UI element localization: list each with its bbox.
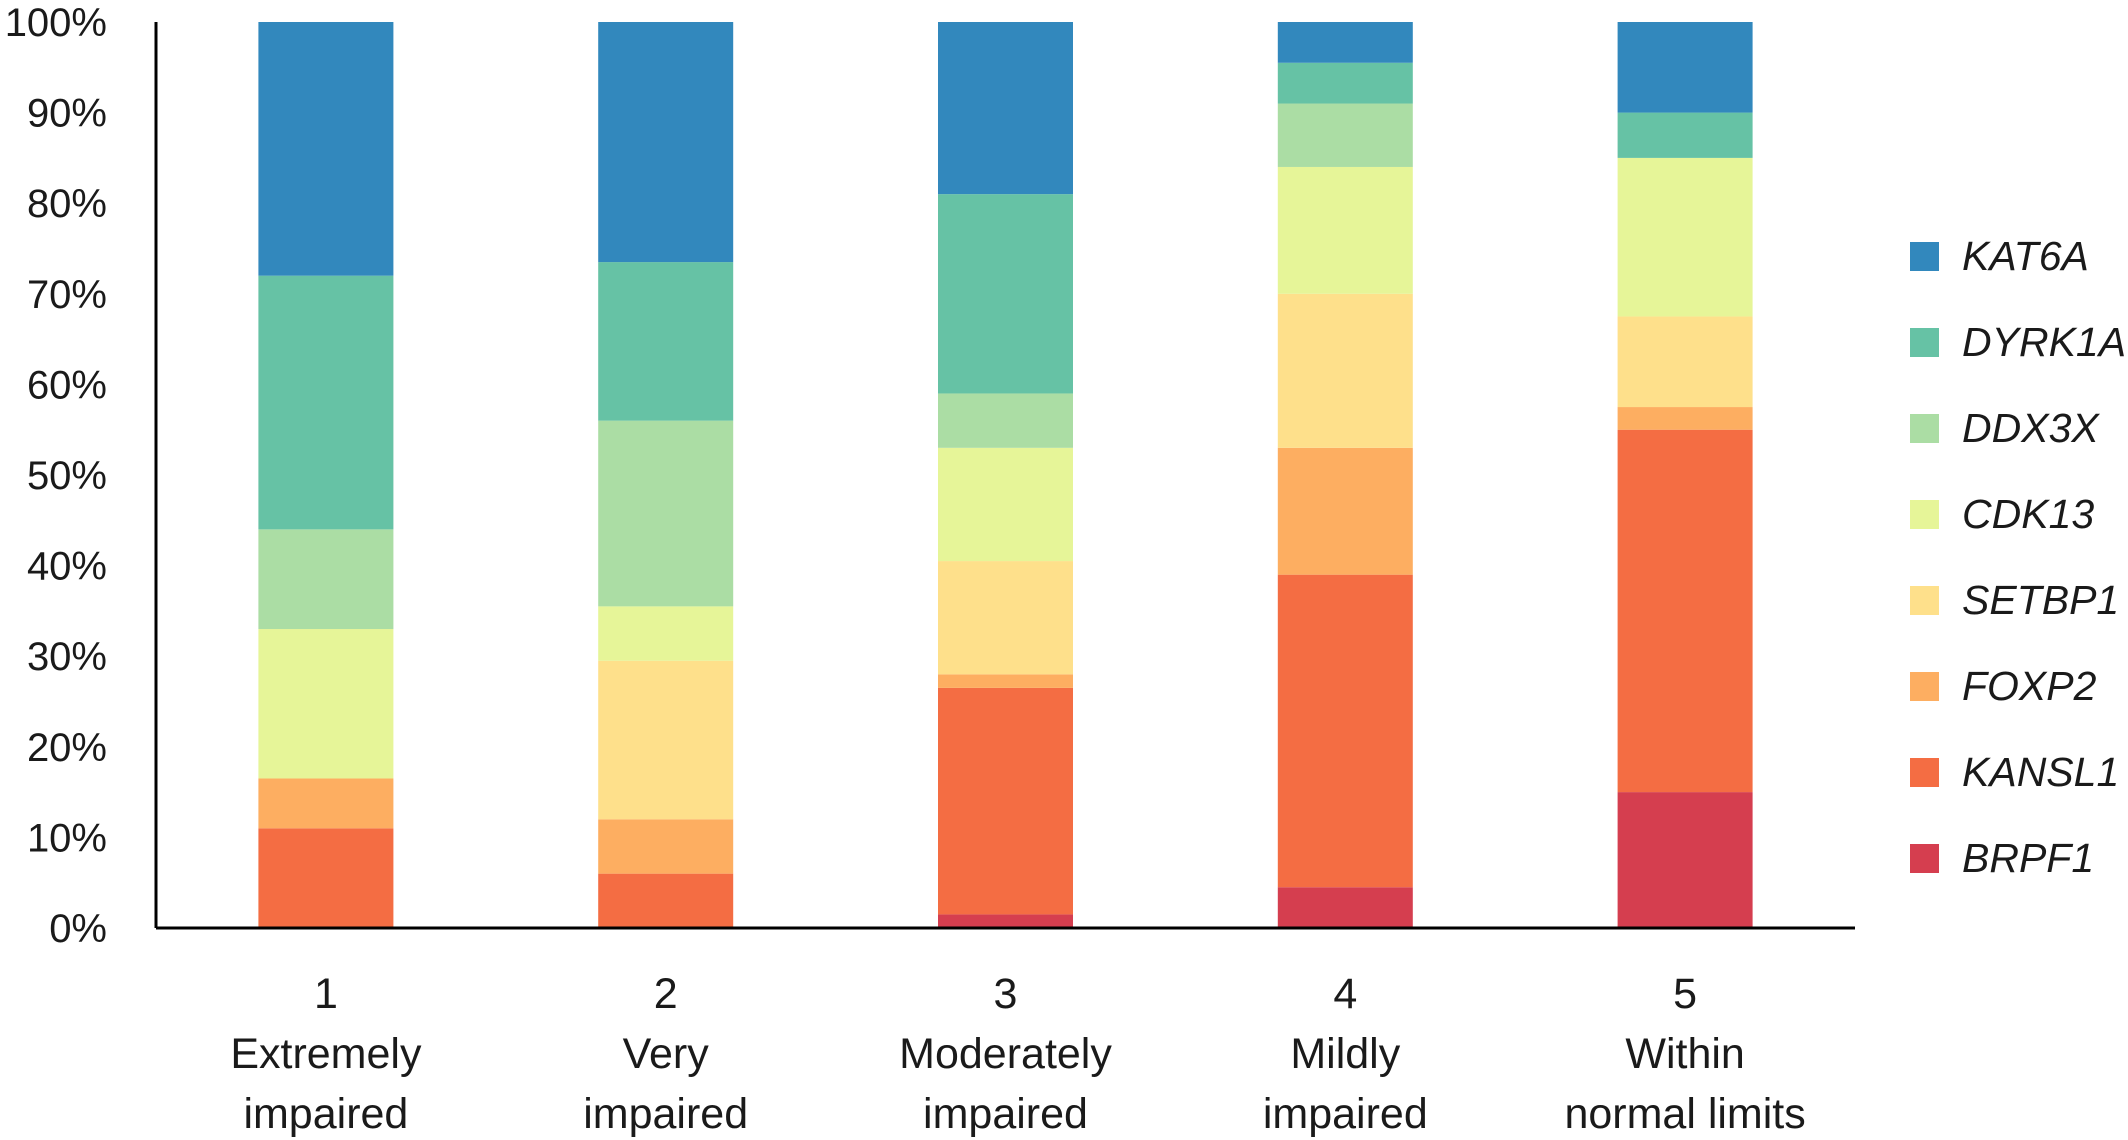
bar-segment-kansl1-cat-2: [598, 873, 734, 928]
legend-swatch-kat6a: [1910, 242, 1939, 271]
bar-segment-cdk13-cat-5: [1617, 157, 1753, 317]
bar-segment-foxp2-cat-1: [258, 778, 394, 829]
x-category-label: Extremely: [230, 1030, 422, 1078]
bar-segment-cdk13-cat-2: [598, 606, 734, 661]
bar-segment-ddx3x-cat-1: [258, 529, 394, 630]
bar-segment-kansl1-cat-4: [1277, 574, 1413, 888]
bar-segment-dyrk1a-cat-4: [1277, 62, 1413, 104]
x-category-label: Very: [623, 1030, 710, 1078]
bar-segment-cdk13-cat-4: [1277, 166, 1413, 294]
bar-segment-ddx3x-cat-4: [1277, 103, 1413, 167]
y-tick-label: 10%: [27, 816, 107, 860]
legend-swatch-brpf1: [1910, 844, 1939, 873]
bar-segment-kansl1-cat-3: [938, 687, 1073, 915]
y-tick-label: 0%: [49, 907, 107, 951]
y-tick-label: 90%: [27, 92, 107, 136]
bar-segment-foxp2-cat-2: [598, 819, 734, 874]
x-category-label: 3: [994, 970, 1018, 1018]
bar-segment-setbp1-cat-2: [598, 660, 734, 820]
y-tick-label: 80%: [27, 182, 107, 226]
legend-label-brpf1: BRPF1: [1962, 835, 2094, 881]
x-category-label: Within: [1625, 1030, 1744, 1078]
bar-segment-dyrk1a-cat-5: [1617, 112, 1753, 158]
bar-segment-cdk13-cat-1: [258, 629, 394, 779]
bar-segment-kansl1-cat-1: [258, 828, 394, 928]
x-axis: 1 Extremely impaired 2 Very impaired 3 Moderate…: [156, 926, 1855, 1138]
bar-segment-kat6a-cat-1: [258, 22, 394, 276]
x-category-label: 5: [1673, 970, 1697, 1018]
y-tick-label: 20%: [27, 726, 107, 770]
y-tick-label: 100%: [5, 1, 107, 45]
y-tick-label: 50%: [27, 454, 107, 498]
legend-swatch-setbp1: [1910, 586, 1939, 615]
bar-segment-foxp2-cat-5: [1617, 407, 1753, 430]
legend-label-kat6a: KAT6A: [1962, 233, 2089, 279]
legend-label-dyrk1a: DYRK1A: [1962, 319, 2126, 365]
bar-segment-brpf1-cat-3: [938, 914, 1073, 928]
bar-segment-dyrk1a-cat-3: [938, 194, 1073, 394]
legend-swatch-kansl1: [1910, 758, 1939, 787]
bar-segment-brpf1-cat-5: [1617, 792, 1753, 928]
legend-swatch-foxp2: [1910, 672, 1939, 701]
legend-swatch-cdk13: [1910, 500, 1939, 529]
legend-label-ddx3x: DDX3X: [1962, 405, 2100, 451]
x-category-label: Moderately: [899, 1030, 1112, 1078]
y-tick-label: 30%: [27, 635, 107, 679]
bar-segment-setbp1-cat-3: [938, 561, 1073, 675]
bar-segment-kat6a-cat-3: [938, 22, 1073, 195]
x-category-label: normal limits: [1564, 1090, 1805, 1138]
bar-segment-cdk13-cat-3: [938, 447, 1073, 562]
x-category-label: 1: [314, 970, 338, 1018]
legend-label-kansl1: KANSL1: [1962, 749, 2119, 795]
legend-label-foxp2: FOXP2: [1962, 663, 2097, 709]
legend-swatch-dyrk1a: [1910, 328, 1939, 357]
bar-segment-kansl1-cat-5: [1617, 429, 1753, 793]
x-category-label: impaired: [583, 1090, 748, 1138]
x-category-label: 2: [654, 970, 678, 1018]
bar-segment-ddx3x-cat-2: [598, 420, 734, 607]
legend-label-setbp1: SETBP1: [1962, 577, 2119, 623]
bar-segment-setbp1-cat-4: [1277, 293, 1413, 448]
y-axis: 0% 10% 20% 30% 40% 50% 60% 70% 80% 90% 100%: [5, 1, 158, 951]
x-category-label: 4: [1333, 970, 1357, 1018]
bar-segment-ddx3x-cat-3: [938, 393, 1073, 448]
bar-segment-setbp1-cat-5: [1617, 316, 1753, 408]
bar-segment-dyrk1a-cat-1: [258, 275, 394, 530]
y-tick-label: 40%: [27, 545, 107, 589]
bar-area: [258, 22, 1753, 928]
legend-swatch-ddx3x: [1910, 414, 1939, 443]
legend: KAT6A DYRK1A DDX3X CDK13 SETBP1 FOXP2 KANSL1 BR…: [1910, 233, 2126, 881]
bar-segment-brpf1-cat-4: [1277, 887, 1413, 928]
bar-segment-foxp2-cat-3: [938, 674, 1073, 688]
bar-segment-dyrk1a-cat-2: [598, 262, 734, 421]
x-category-label: impaired: [923, 1090, 1088, 1138]
y-tick-label: 60%: [27, 363, 107, 407]
x-category-label: Mildly: [1290, 1030, 1400, 1078]
y-tick-label: 70%: [27, 273, 107, 317]
bar-segment-foxp2-cat-4: [1277, 447, 1413, 575]
bar-segment-kat6a-cat-4: [1277, 22, 1413, 63]
bar-segment-kat6a-cat-5: [1617, 22, 1753, 113]
x-category-label: impaired: [1263, 1090, 1428, 1138]
legend-label-cdk13: CDK13: [1962, 491, 2094, 537]
bar-segment-kat6a-cat-2: [598, 22, 734, 263]
x-category-label: impaired: [243, 1090, 408, 1138]
